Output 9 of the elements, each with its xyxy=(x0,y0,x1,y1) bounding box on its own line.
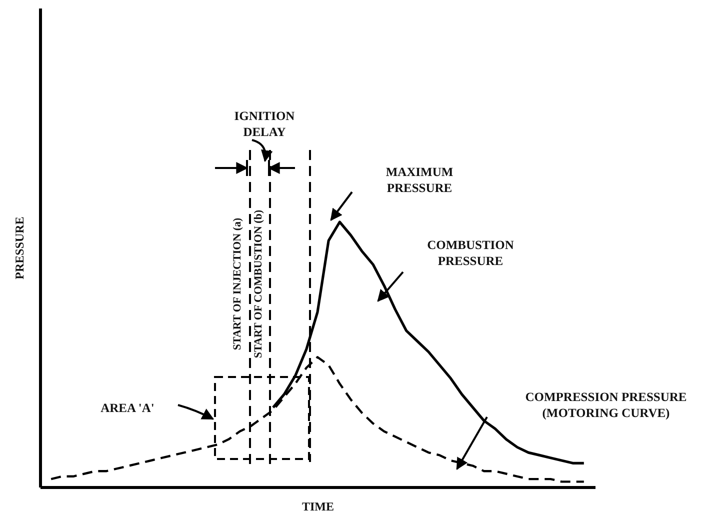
x-axis-title: TIME xyxy=(302,500,334,514)
annotation: COMBUSTION PRESSURE xyxy=(426,237,515,269)
text: IGNITION DELAY xyxy=(233,108,296,140)
y-axis-title: PRESSURE xyxy=(12,216,26,280)
annotation: AREA 'A' xyxy=(100,400,156,416)
annotation: START OF INJECTION (a) xyxy=(232,217,244,350)
annotation: START OF COMBUSTION (b) xyxy=(252,210,265,358)
annotation: COMPRESSION PRESSURE (MOTORING CURVE) xyxy=(524,389,688,421)
text: MAXIMUM PRESSURE xyxy=(384,164,454,196)
